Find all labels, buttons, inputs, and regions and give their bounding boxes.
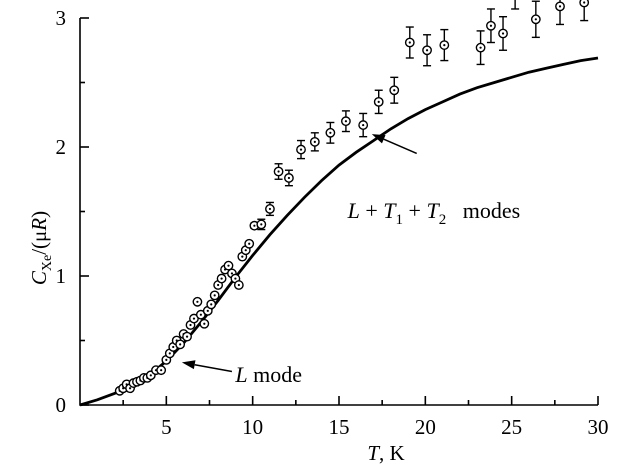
data-point-center: [329, 131, 332, 134]
annotation-label-part: +: [403, 198, 426, 223]
ticks: 5 10 15 20 25 30 0 1 2 3: [56, 6, 609, 439]
annotation-label: L + T1 + T2 modes: [347, 198, 521, 228]
data-point-center: [425, 49, 429, 52]
data-point-center: [489, 24, 493, 27]
data-point-center: [237, 283, 240, 287]
data-point-center: [149, 374, 152, 377]
data-point-center: [160, 369, 163, 372]
data-point-center: [277, 170, 280, 173]
data-point-center: [206, 309, 209, 312]
model-curves: [79, 56, 599, 407]
data-point-center: [287, 176, 291, 180]
data-point-center: [220, 277, 223, 280]
data-point-center: [185, 335, 189, 338]
annotation-label-part: modes: [446, 198, 520, 223]
data-point-center: [260, 223, 263, 226]
data-point-center: [234, 277, 237, 280]
data-point-center: [165, 358, 168, 361]
annotation-label-part: L: [234, 362, 247, 387]
annotation-arrow: [383, 138, 417, 155]
annotation-arrowhead: [371, 134, 386, 144]
annotation-label-part: mode: [248, 362, 302, 387]
data-point-center: [377, 100, 380, 103]
data-point-center: [362, 123, 365, 127]
data-point-center: [241, 255, 244, 258]
y-tick-label: 3: [56, 6, 67, 30]
y-tick-label: 2: [56, 135, 67, 159]
annotation-label: L mode: [234, 362, 302, 387]
data-point-center: [393, 89, 396, 92]
x-tick-label: 30: [588, 415, 609, 439]
data-point-center: [199, 313, 202, 316]
data-points: [114, 0, 590, 396]
data-point-center: [227, 264, 230, 267]
data-point-center: [196, 300, 199, 303]
x-tick-label: 25: [501, 415, 522, 439]
annotation-arrow: [194, 363, 233, 373]
model-curve: [79, 56, 599, 407]
data-point-center: [230, 272, 234, 275]
data-point-center: [408, 41, 411, 44]
x-tick-label: 5: [161, 415, 172, 439]
y-tick-label: 0: [56, 393, 67, 417]
annotation-arrowhead: [181, 360, 196, 370]
data-point-center: [203, 322, 206, 325]
data-point-center: [558, 5, 562, 8]
annotation-label-part: T: [426, 198, 440, 223]
data-point-center: [210, 303, 213, 306]
annotation-label-part: 1: [396, 212, 404, 228]
data-point-center: [268, 207, 272, 211]
x-tick-label: 10: [242, 415, 263, 439]
data-point-center: [501, 32, 505, 35]
data-point-center: [299, 148, 303, 151]
data-point-center: [479, 46, 482, 49]
data-point-center: [217, 283, 220, 287]
data-point-center: [248, 242, 251, 245]
data-point-center: [168, 352, 171, 355]
annotation-label-part: +: [360, 198, 383, 223]
x-axis-label: T, K: [367, 441, 404, 465]
data-point-center: [213, 294, 216, 297]
y-axis-label: CXe/(μR): [27, 211, 55, 285]
x-tick-label: 20: [415, 415, 436, 439]
data-point-center: [344, 120, 348, 123]
annotation-label-part: L: [347, 198, 360, 223]
data-point-center: [189, 323, 192, 327]
y-tick-label: 1: [56, 264, 67, 288]
data-point-center: [583, 1, 586, 4]
data-point-center: [313, 140, 316, 143]
data-point-center: [534, 18, 537, 21]
data-point-center: [443, 43, 446, 47]
data-point-center: [244, 249, 247, 252]
data-point-center: [253, 224, 256, 227]
data-point-center: [192, 317, 196, 320]
annotation-label-part: T: [383, 198, 397, 223]
annotation-label-part: 2: [439, 212, 447, 228]
data-point-center: [128, 387, 132, 390]
data-point-center: [179, 343, 182, 346]
x-tick-label: 15: [329, 415, 350, 439]
data-point-center: [172, 345, 175, 349]
